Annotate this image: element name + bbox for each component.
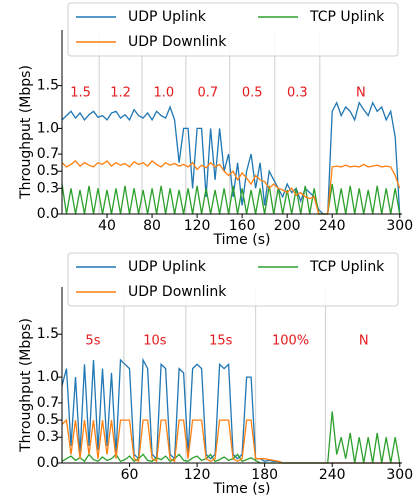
x-tick-label: 240 — [319, 467, 346, 483]
series-line — [61, 357, 400, 464]
y-axis-label: Throughput (Mbps) — [18, 318, 34, 453]
legend-box — [67, 2, 399, 57]
x-axis-label: Time (s) — [213, 481, 271, 496]
y-tick-label: 0.3 — [37, 180, 59, 196]
y-tick-label: 1.5 — [37, 326, 59, 342]
x-tick-label: 180 — [251, 467, 278, 483]
legend-label: UDP Downlink — [128, 284, 227, 300]
phase-label: 0.7 — [197, 86, 218, 101]
phase-label: 0.3 — [287, 86, 308, 101]
series-line — [61, 160, 401, 215]
series-line — [61, 183, 401, 215]
x-tick-label: 200 — [274, 218, 301, 234]
x-tick-label: 80 — [143, 218, 161, 234]
phase-label: N — [359, 334, 369, 349]
y-tick-label: 0.0 — [37, 455, 59, 471]
x-tick-label: 120 — [184, 218, 211, 234]
y-tick-label: 1.5 — [37, 78, 59, 94]
series-line — [61, 411, 401, 464]
x-tick-label: 40 — [98, 218, 116, 234]
y-tick-label: 1.0 — [37, 369, 59, 385]
legend-box — [67, 252, 399, 307]
phase-label: 1.0 — [154, 86, 175, 101]
phase-label: N — [356, 86, 366, 101]
legend-label: UDP Uplink — [128, 9, 207, 25]
phase-label: 1.2 — [110, 86, 131, 101]
x-tick-label: 300 — [386, 218, 413, 234]
legend-label: TCP Uplink — [309, 9, 385, 25]
y-tick-label: 0.3 — [37, 429, 59, 445]
phase-label: 1.5 — [70, 86, 91, 101]
x-axis-label: Time (s) — [213, 232, 271, 248]
y-axis-label: Throughput (Mbps) — [18, 65, 34, 200]
series-line — [61, 101, 401, 215]
y-tick-label: 0.0 — [37, 206, 59, 222]
x-tick-label: 120 — [184, 467, 211, 483]
phase-label: 15s — [209, 334, 233, 349]
y-tick-label: 1.0 — [37, 120, 59, 136]
x-tick-label: 160 — [229, 218, 256, 234]
phase-label: 0.5 — [242, 86, 263, 101]
legend-label: TCP Uplink — [309, 259, 385, 275]
y-tick-label: 0.7 — [37, 395, 59, 411]
phase-label: 10s — [143, 334, 167, 349]
legend-label: UDP Uplink — [128, 259, 207, 275]
phase-label: 5s — [85, 334, 100, 349]
x-tick-label: 240 — [319, 218, 346, 234]
y-tick-label: 0.5 — [37, 163, 59, 179]
y-tick-label: 0.7 — [37, 146, 59, 162]
x-tick-label: 60 — [121, 467, 139, 483]
y-tick-label: 0.5 — [37, 412, 59, 428]
legend-label: UDP Downlink — [128, 34, 227, 50]
x-tick-label: 300 — [386, 467, 413, 483]
phase-label: 100% — [272, 334, 309, 349]
